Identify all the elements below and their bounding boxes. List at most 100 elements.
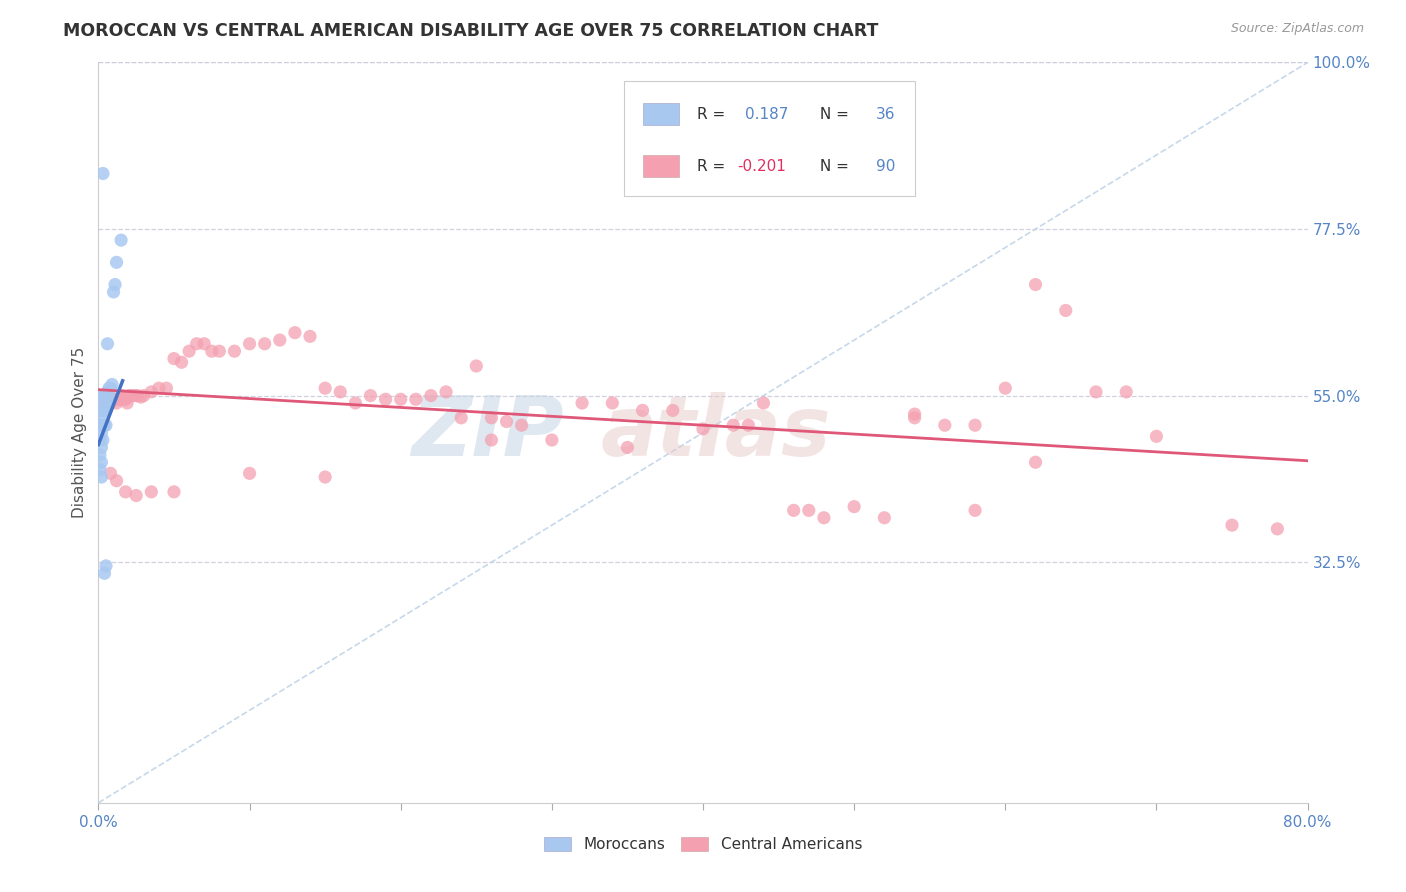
- Bar: [643, 103, 679, 126]
- Point: [93, 392, 115, 407]
- Point: [93, 388, 115, 402]
- Point: [434, 384, 457, 399]
- Point: [125, 489, 148, 503]
- Text: N =: N =: [815, 107, 855, 122]
- Point: [96, 392, 118, 407]
- Point: [89, 433, 111, 447]
- Point: [127, 388, 149, 402]
- Point: [284, 326, 307, 340]
- Point: [904, 410, 927, 425]
- Point: [129, 390, 152, 404]
- Text: ZIP: ZIP: [412, 392, 564, 473]
- Point: [104, 392, 127, 407]
- Point: [239, 336, 262, 351]
- Point: [91, 166, 114, 180]
- Point: [105, 474, 128, 488]
- Point: [89, 462, 111, 476]
- Point: [602, 396, 624, 410]
- Point: [100, 381, 122, 395]
- Point: [94, 418, 117, 433]
- Text: N =: N =: [815, 159, 855, 174]
- Point: [98, 396, 121, 410]
- Point: [141, 484, 163, 499]
- Point: [465, 359, 488, 373]
- Text: MOROCCAN VS CENTRAL AMERICAN DISABILITY AGE OVER 75 CORRELATION CHART: MOROCCAN VS CENTRAL AMERICAN DISABILITY …: [63, 22, 879, 40]
- Point: [481, 433, 503, 447]
- Point: [112, 392, 135, 407]
- Point: [94, 558, 117, 573]
- Y-axis label: Disability Age Over 75: Disability Age Over 75: [72, 347, 87, 518]
- Point: [98, 396, 121, 410]
- Point: [105, 396, 128, 410]
- Point: [797, 503, 820, 517]
- Point: [104, 277, 127, 292]
- Point: [1024, 277, 1046, 292]
- Point: [93, 418, 115, 433]
- Text: 36: 36: [876, 107, 896, 122]
- Text: -0.201: -0.201: [737, 159, 786, 174]
- Point: [631, 403, 654, 417]
- Point: [208, 344, 231, 359]
- Point: [124, 388, 146, 402]
- Point: [1085, 384, 1108, 399]
- Point: [389, 392, 412, 407]
- Point: [965, 418, 987, 433]
- Point: [155, 381, 177, 395]
- Point: [91, 418, 114, 433]
- Point: [141, 384, 163, 399]
- Text: R =: R =: [697, 107, 730, 122]
- Point: [110, 392, 132, 407]
- Text: R =: R =: [697, 159, 730, 174]
- Point: [89, 448, 111, 462]
- Point: [103, 285, 125, 299]
- Point: [114, 392, 136, 407]
- Point: [344, 396, 367, 410]
- Point: [1115, 384, 1137, 399]
- Point: [94, 396, 117, 410]
- Point: [91, 388, 114, 402]
- Point: [224, 344, 246, 359]
- Point: [253, 336, 276, 351]
- Point: [420, 388, 443, 402]
- Point: [91, 403, 114, 417]
- Point: [121, 388, 143, 402]
- Point: [374, 392, 396, 407]
- Point: [90, 470, 112, 484]
- Point: [201, 344, 224, 359]
- Point: [450, 410, 472, 425]
- FancyBboxPatch shape: [624, 81, 915, 195]
- Point: [114, 484, 136, 499]
- Point: [1024, 455, 1046, 469]
- Point: [108, 392, 131, 407]
- Point: [661, 403, 683, 417]
- Point: [1267, 522, 1289, 536]
- Point: [510, 418, 533, 433]
- Point: [186, 336, 208, 351]
- Point: [94, 388, 117, 402]
- Point: [1054, 303, 1077, 318]
- Point: [481, 410, 503, 425]
- Point: [115, 396, 138, 410]
- Point: [314, 381, 336, 395]
- Point: [170, 355, 193, 369]
- Point: [91, 433, 114, 447]
- Point: [100, 396, 122, 410]
- Point: [118, 388, 141, 402]
- Point: [101, 392, 124, 407]
- Point: [90, 441, 112, 455]
- Text: atlas: atlas: [600, 392, 831, 473]
- Point: [965, 503, 987, 517]
- Point: [103, 392, 125, 407]
- Point: [93, 566, 115, 581]
- Point: [89, 403, 111, 417]
- Point: [405, 392, 427, 407]
- Point: [94, 403, 117, 417]
- Point: [107, 392, 129, 407]
- Point: [110, 233, 132, 247]
- Point: [1144, 429, 1167, 443]
- Point: [98, 381, 121, 395]
- Point: [495, 415, 517, 429]
- Point: [90, 410, 112, 425]
- Point: [90, 396, 112, 410]
- Point: [132, 388, 155, 402]
